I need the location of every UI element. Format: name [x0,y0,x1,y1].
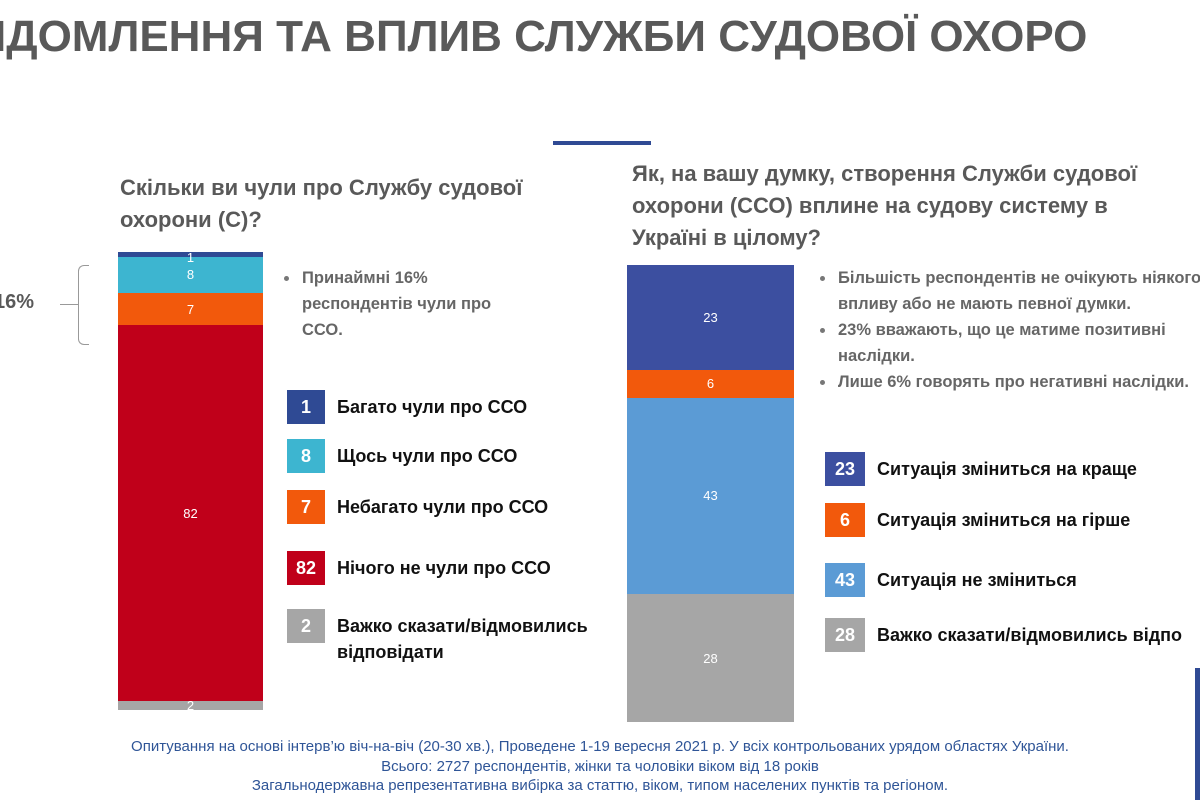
bracket [78,265,89,345]
footer-line: Загальнодержавна репрезентативна вибірка… [251,777,949,794]
divider [553,141,651,145]
legend-swatch: 23 [825,452,865,486]
legend-swatch: 1 [287,390,325,424]
footer-line: Всього: 2727 респондентів, жінки та чоло… [381,757,819,775]
chart-title: Як, на вашу думку, створення Служби судо… [632,161,1138,250]
bracket-label: 16% [0,291,35,313]
legend-label: Важко сказати/відмовились відпо [877,625,1183,645]
chart-title: Скільки ви чули про Службу судової охоро… [120,175,523,232]
legend-swatch: 7 [287,490,325,524]
note: 23% вважають, що це матиме позитивні нас… [818,317,1200,369]
data-label: 6 [706,376,715,392]
bullet [820,276,825,281]
footer-line: Опитування на основі інтерв’ю віч-на-віч… [131,738,1069,755]
legend-label: Ситуація зміниться на краще [877,459,1137,479]
bar-segment [627,397,794,595]
bar-segment [118,325,263,701]
legend-swatch: 8 [287,439,325,473]
data-label: 23 [703,310,718,326]
legend-label: Ситуація зміниться на гірше [877,510,1131,530]
note: Більшість респондентів не очікують ніяко… [818,265,1200,317]
legend-swatch: 6 [825,503,865,537]
bar-segment [627,594,794,722]
bar-segment [118,700,263,710]
data-label: 7 [186,301,195,317]
data-label: 1 [186,249,195,265]
data-label: 43 [703,488,718,504]
legend-label: Важко сказати/відмовились відповідати [337,616,588,662]
bar-segment [118,256,263,294]
slide-title: ІДОМЛЕННЯ ТА ВПЛИВ СЛУЖБИ СУДОВОЇ ОХОРО [0,12,1088,61]
data-label: 2 [186,698,195,714]
data-label: 28 [703,650,718,666]
legend-label: Ситуація не зміниться [877,570,1077,590]
legend-label: Щось чули про ССО [337,446,518,466]
edge-decoration [1195,668,1200,800]
legend-label: Нічого не чули про ССО [337,558,551,578]
data-label: 82 [183,505,198,521]
legend-label: Багато чули про ССО [337,397,528,417]
legend-swatch: 43 [825,563,865,597]
data-label: 8 [186,267,195,283]
legend-swatch: 28 [825,618,865,652]
legend-swatch: 82 [287,551,325,585]
legend-label: Небагато чули про ССО [337,497,549,517]
bar-segment [118,252,263,257]
note: Лише 6% говорять про негативні наслідки. [818,369,1200,395]
note: Принаймні 16% респондентів чули про ССО. [282,265,512,343]
bullet [820,328,825,333]
bar-segment [627,265,794,371]
bracket-tick [60,304,78,305]
bar-segment [627,370,794,398]
bullet [284,276,289,281]
legend-swatch: 2 [287,609,325,643]
bullet [820,380,825,385]
bar-segment [118,293,263,326]
